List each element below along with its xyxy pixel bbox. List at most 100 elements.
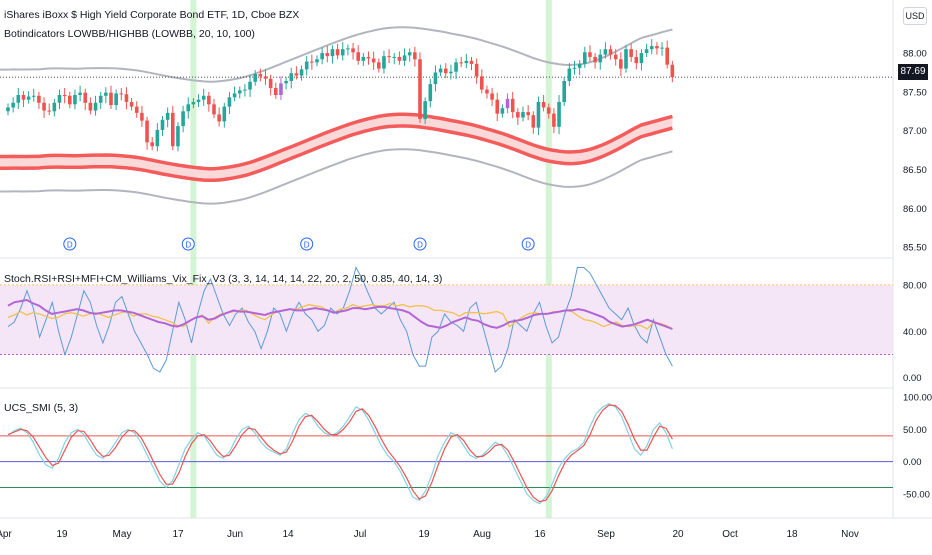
candle xyxy=(62,94,67,96)
candle xyxy=(320,53,324,60)
price-axis-tick: 87.00 xyxy=(903,126,927,137)
oscillator-series xyxy=(7,403,673,505)
signal-highlight xyxy=(545,0,552,518)
dividend-marker: D xyxy=(300,237,314,251)
symbol-title: iShares iBoxx $ High Yield Corporate Bon… xyxy=(4,9,300,21)
candle xyxy=(47,110,51,112)
candle xyxy=(428,84,433,102)
candle xyxy=(356,52,360,61)
candle xyxy=(83,92,88,103)
candle xyxy=(459,62,463,64)
candle xyxy=(387,56,391,58)
candle xyxy=(289,73,294,82)
dividend-marker-circle xyxy=(63,237,77,251)
candle xyxy=(119,93,124,95)
candle xyxy=(474,63,479,77)
price-axis-tick: 0.00 xyxy=(903,457,922,468)
candle xyxy=(583,52,587,64)
candle xyxy=(536,101,541,128)
candle xyxy=(377,62,381,69)
candle xyxy=(68,95,72,105)
candle xyxy=(31,95,36,97)
candle xyxy=(42,102,46,111)
candle xyxy=(598,54,603,63)
candle xyxy=(495,99,500,114)
candle xyxy=(78,92,82,95)
oscillator-series xyxy=(7,298,673,330)
candle xyxy=(263,76,268,79)
dividend-marker: D xyxy=(521,237,535,251)
dividend-marker-label: D xyxy=(185,241,191,250)
candle xyxy=(310,61,314,63)
candle xyxy=(546,107,551,114)
dividend-marker-label: D xyxy=(304,241,310,250)
candle xyxy=(505,98,510,109)
candle xyxy=(480,76,484,90)
candle xyxy=(516,112,520,118)
price-axis-tick: 100.00 xyxy=(903,393,932,404)
candle xyxy=(124,94,129,102)
candle xyxy=(11,102,15,108)
candle xyxy=(325,53,330,57)
candle xyxy=(212,104,216,115)
price-axis-tick: 40.00 xyxy=(903,327,927,338)
price-axis-tick: 86.00 xyxy=(903,204,927,215)
candle xyxy=(227,97,232,107)
candle xyxy=(109,92,113,106)
candle xyxy=(294,73,299,76)
candle xyxy=(145,120,149,143)
candle xyxy=(552,113,556,127)
candle xyxy=(330,49,335,57)
candle xyxy=(181,111,185,127)
candle xyxy=(464,60,469,64)
candle xyxy=(588,52,592,57)
candle xyxy=(624,49,628,69)
candle xyxy=(449,71,453,74)
price-axis-tick: -50.00 xyxy=(903,489,930,500)
upper-band-line xyxy=(0,26,673,83)
time-axis-label: Oct xyxy=(722,529,738,540)
candle xyxy=(608,49,613,55)
candle xyxy=(160,119,165,130)
price-axis-tick: 88.00 xyxy=(903,49,927,60)
dividend-marker-circle xyxy=(413,237,427,251)
candle xyxy=(21,94,26,100)
candle xyxy=(577,63,582,68)
dividend-marker: D xyxy=(181,237,195,251)
price-axis-tick: 86.50 xyxy=(903,165,927,176)
price-axis-tick: 50.00 xyxy=(903,425,927,436)
candle xyxy=(243,89,247,91)
candle xyxy=(237,90,242,94)
candle xyxy=(366,56,371,59)
price-axis-tick: 87.50 xyxy=(903,87,927,98)
dividend-marker-circle xyxy=(181,237,195,251)
candle xyxy=(407,52,412,56)
candle xyxy=(93,102,98,111)
candle xyxy=(335,49,340,56)
lowbb-lower-line xyxy=(0,124,673,183)
candle xyxy=(134,106,139,113)
candle xyxy=(438,68,443,73)
dividend-marker: D xyxy=(63,237,77,251)
candle xyxy=(274,88,278,95)
candle xyxy=(16,94,21,103)
candle xyxy=(165,112,170,120)
time-axis-label: Jun xyxy=(227,529,243,540)
candle xyxy=(284,81,288,84)
rsi-legend: Stoch.RSI+RSI+MFI+CM_Williams_Vix_Fix_V3… xyxy=(4,273,443,285)
currency-button[interactable]: USD xyxy=(903,7,927,25)
candle xyxy=(52,102,57,112)
candle xyxy=(619,59,623,69)
lowbb-ribbon xyxy=(0,114,673,181)
candle xyxy=(413,52,417,60)
candle xyxy=(304,61,309,70)
time-axis-label: 14 xyxy=(282,529,294,540)
candle xyxy=(346,48,350,50)
candle xyxy=(361,56,366,61)
candle xyxy=(510,98,515,113)
dividend-marker-label: D xyxy=(67,241,73,250)
candle xyxy=(572,67,577,69)
candle xyxy=(639,53,644,64)
candle xyxy=(567,68,572,82)
